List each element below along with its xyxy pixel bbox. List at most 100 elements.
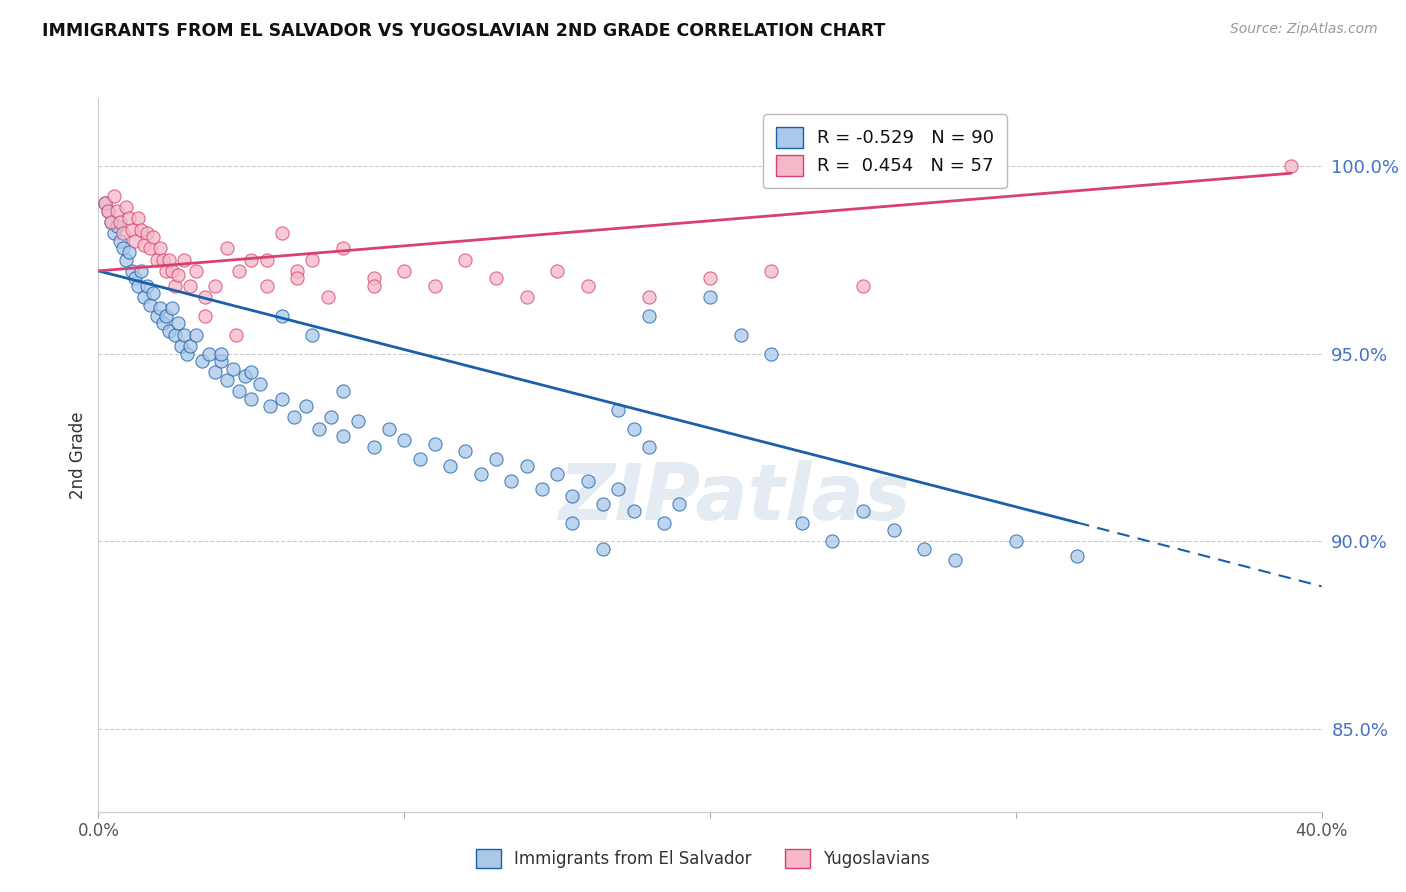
Legend: Immigrants from El Salvador, Yugoslavians: Immigrants from El Salvador, Yugoslavian…	[470, 843, 936, 875]
Point	[295, 399, 318, 413]
Point	[152, 252, 174, 267]
Point	[623, 422, 645, 436]
Point	[790, 516, 813, 530]
Point	[439, 459, 461, 474]
Point	[129, 264, 152, 278]
Point	[546, 264, 568, 278]
Point	[912, 541, 935, 556]
Point	[157, 324, 180, 338]
Point	[240, 392, 263, 406]
Point	[259, 399, 281, 413]
Point	[637, 290, 661, 304]
Point	[103, 227, 125, 241]
Point	[637, 441, 661, 455]
Point	[759, 346, 782, 360]
Point	[759, 264, 782, 278]
Y-axis label: 2nd Grade: 2nd Grade	[69, 411, 87, 499]
Point	[176, 346, 198, 360]
Point	[530, 482, 553, 496]
Point	[136, 227, 159, 241]
Point	[204, 365, 226, 379]
Point	[115, 252, 138, 267]
Text: IMMIGRANTS FROM EL SALVADOR VS YUGOSLAVIAN 2ND GRADE CORRELATION CHART: IMMIGRANTS FROM EL SALVADOR VS YUGOSLAVI…	[42, 22, 886, 40]
Point	[167, 268, 190, 282]
Point	[118, 211, 141, 226]
Point	[516, 290, 538, 304]
Point	[103, 188, 125, 202]
Point	[301, 252, 323, 267]
Point	[546, 467, 568, 481]
Point	[285, 264, 308, 278]
Point	[301, 327, 323, 342]
Point	[1066, 549, 1088, 564]
Point	[163, 279, 186, 293]
Point	[134, 290, 156, 304]
Point	[136, 279, 159, 293]
Point	[285, 271, 308, 285]
Point	[100, 215, 122, 229]
Point	[607, 482, 630, 496]
Point	[852, 279, 875, 293]
Point	[215, 373, 238, 387]
Point	[225, 327, 247, 342]
Point	[191, 354, 214, 368]
Point	[149, 301, 172, 316]
Point	[332, 241, 354, 255]
Point	[249, 376, 271, 391]
Point	[222, 361, 245, 376]
Point	[215, 241, 238, 255]
Point	[93, 196, 115, 211]
Point	[270, 227, 292, 241]
Point	[139, 298, 162, 312]
Point	[111, 241, 134, 255]
Point	[127, 211, 149, 226]
Point	[179, 339, 201, 353]
Point	[105, 219, 128, 233]
Point	[155, 309, 177, 323]
Point	[392, 433, 416, 447]
Point	[163, 327, 186, 342]
Point	[173, 327, 195, 342]
Point	[93, 196, 115, 211]
Point	[145, 309, 167, 323]
Point	[145, 252, 167, 267]
Point	[209, 346, 232, 360]
Point	[592, 497, 614, 511]
Point	[108, 234, 131, 248]
Point	[576, 279, 599, 293]
Point	[730, 327, 752, 342]
Point	[149, 241, 172, 255]
Point	[204, 279, 226, 293]
Point	[408, 451, 430, 466]
Point	[97, 203, 120, 218]
Point	[363, 279, 385, 293]
Point	[129, 222, 152, 236]
Point	[485, 451, 508, 466]
Point	[97, 203, 120, 218]
Point	[1279, 159, 1302, 173]
Point	[699, 271, 721, 285]
Point	[332, 384, 354, 398]
Text: Source: ZipAtlas.com: Source: ZipAtlas.com	[1230, 22, 1378, 37]
Point	[256, 279, 278, 293]
Point	[561, 489, 583, 503]
Point	[155, 264, 177, 278]
Point	[308, 422, 330, 436]
Point	[186, 327, 208, 342]
Point	[363, 441, 385, 455]
Point	[121, 222, 143, 236]
Point	[118, 245, 141, 260]
Point	[142, 230, 165, 244]
Point	[501, 474, 523, 488]
Point	[111, 227, 134, 241]
Point	[228, 384, 250, 398]
Point	[283, 410, 305, 425]
Point	[170, 339, 193, 353]
Point	[392, 264, 416, 278]
Point	[256, 252, 278, 267]
Point	[943, 553, 966, 567]
Point	[270, 309, 292, 323]
Point	[228, 264, 250, 278]
Point	[194, 290, 217, 304]
Point	[378, 422, 401, 436]
